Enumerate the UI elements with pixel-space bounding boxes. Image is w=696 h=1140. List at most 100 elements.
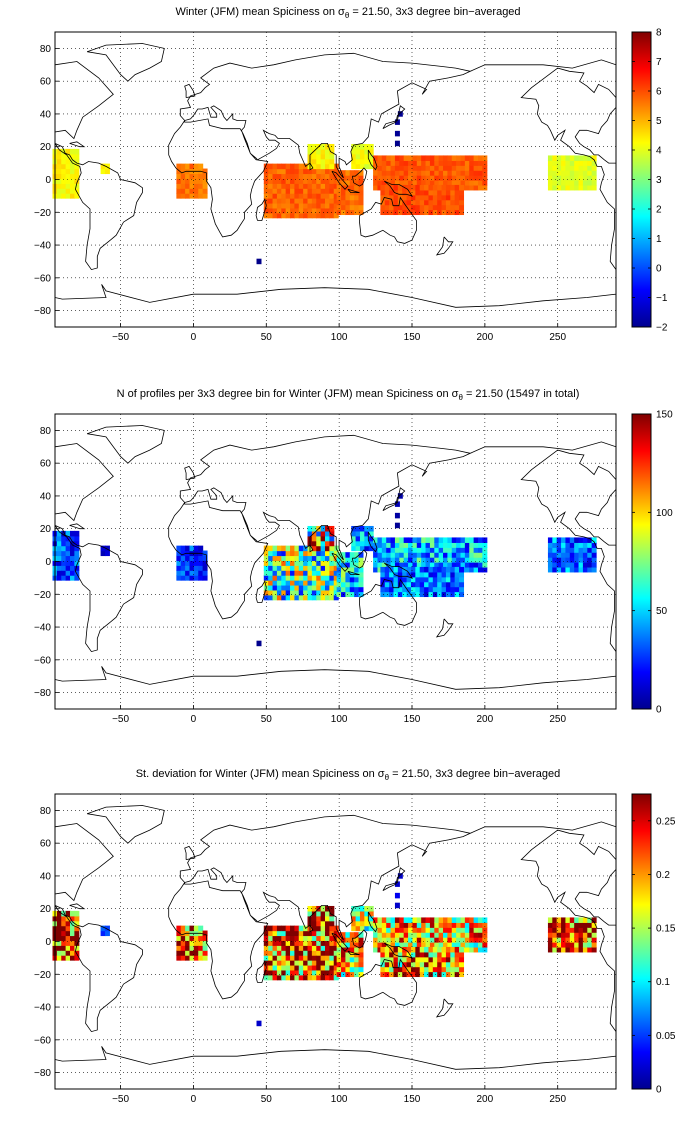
coastline bbox=[351, 929, 368, 949]
coastline bbox=[54, 441, 617, 690]
data-cell bbox=[434, 922, 440, 928]
data-cell bbox=[441, 951, 447, 958]
data-cell bbox=[384, 946, 390, 953]
data-cell bbox=[358, 937, 364, 943]
data-cell bbox=[281, 570, 287, 576]
data-cell bbox=[460, 165, 466, 171]
colorbar-tick-label: 0.2 bbox=[656, 870, 670, 881]
data-cell bbox=[368, 158, 374, 165]
data-cell bbox=[104, 930, 110, 937]
data-cell bbox=[587, 184, 593, 191]
data-cell bbox=[70, 173, 75, 179]
data-cell bbox=[70, 163, 75, 170]
data-cell bbox=[351, 158, 357, 165]
data-cell bbox=[478, 160, 483, 166]
data-cell bbox=[403, 180, 409, 186]
data-cell bbox=[397, 966, 403, 973]
data-cell bbox=[290, 575, 295, 581]
data-cell bbox=[582, 175, 588, 181]
coastline bbox=[86, 425, 165, 464]
data-cell bbox=[425, 180, 431, 186]
data-cell bbox=[329, 974, 335, 981]
data-cell bbox=[447, 917, 453, 923]
coastline bbox=[184, 845, 196, 860]
data-cell bbox=[381, 557, 387, 563]
data-cell bbox=[482, 184, 488, 191]
data-cell bbox=[281, 584, 287, 591]
data-cell bbox=[443, 917, 448, 923]
data-cell bbox=[329, 594, 335, 601]
data-cell bbox=[193, 565, 199, 571]
data-cell bbox=[437, 961, 443, 968]
data-cell bbox=[456, 155, 462, 161]
data-cell bbox=[460, 922, 466, 928]
data-cell bbox=[386, 547, 392, 553]
data-cell bbox=[281, 555, 287, 561]
data-cell bbox=[65, 530, 71, 537]
data-cell bbox=[56, 193, 62, 199]
data-cell bbox=[364, 920, 370, 927]
data-cell bbox=[464, 160, 470, 166]
data-cell bbox=[591, 922, 597, 928]
data-cell bbox=[329, 910, 335, 917]
data-cell bbox=[355, 545, 361, 552]
data-cell bbox=[394, 942, 400, 948]
data-cell bbox=[438, 160, 444, 166]
data-cell bbox=[189, 925, 195, 932]
data-cell bbox=[408, 165, 414, 171]
data-cell bbox=[56, 915, 62, 922]
data-cell bbox=[281, 173, 287, 179]
data-cell bbox=[345, 557, 351, 563]
data-cell bbox=[451, 932, 457, 938]
data-cell bbox=[473, 160, 479, 166]
data-cell bbox=[386, 160, 392, 166]
data-cell bbox=[473, 175, 479, 181]
data-cell bbox=[290, 955, 295, 961]
data-cell bbox=[410, 586, 416, 593]
data-cell bbox=[428, 946, 434, 953]
data-cell bbox=[329, 935, 335, 941]
data-cell bbox=[478, 932, 483, 938]
data-cell bbox=[345, 951, 351, 958]
data-cell bbox=[416, 942, 422, 948]
data-cell bbox=[556, 547, 562, 553]
data-cell bbox=[176, 955, 182, 961]
data-cell bbox=[56, 158, 62, 165]
data-cell bbox=[65, 570, 71, 576]
data-cell bbox=[569, 557, 575, 563]
data-cell bbox=[272, 565, 278, 571]
data-cell bbox=[569, 917, 575, 923]
data-cell bbox=[386, 175, 392, 181]
coastline bbox=[347, 950, 360, 955]
data-cell bbox=[390, 542, 396, 548]
data-cell bbox=[276, 570, 282, 576]
data-cell bbox=[316, 930, 322, 937]
data-cell bbox=[447, 537, 453, 543]
data-cell bbox=[402, 961, 408, 968]
data-cell bbox=[434, 537, 440, 543]
data-cell bbox=[373, 917, 379, 923]
data-cell bbox=[290, 925, 295, 932]
colorbar-tick-label: 0 bbox=[656, 264, 662, 275]
data-cell bbox=[263, 969, 269, 976]
data-cell bbox=[569, 946, 575, 953]
data-cell bbox=[364, 925, 370, 932]
data-cell bbox=[70, 565, 75, 571]
data-cell bbox=[445, 194, 451, 201]
data-cell bbox=[406, 946, 412, 953]
data-cell bbox=[56, 550, 62, 557]
data-cell bbox=[406, 566, 412, 573]
data-cell bbox=[311, 925, 317, 932]
data-cell bbox=[547, 542, 553, 548]
data-cell bbox=[591, 184, 597, 191]
data-cell bbox=[316, 193, 322, 199]
data-cell bbox=[419, 204, 425, 211]
data-cell bbox=[316, 565, 322, 571]
data-cell bbox=[390, 917, 396, 923]
data-cell bbox=[394, 932, 400, 938]
data-cell bbox=[263, 950, 269, 956]
data-cell bbox=[202, 188, 208, 194]
data-cell bbox=[429, 927, 435, 933]
data-cell bbox=[320, 148, 326, 155]
